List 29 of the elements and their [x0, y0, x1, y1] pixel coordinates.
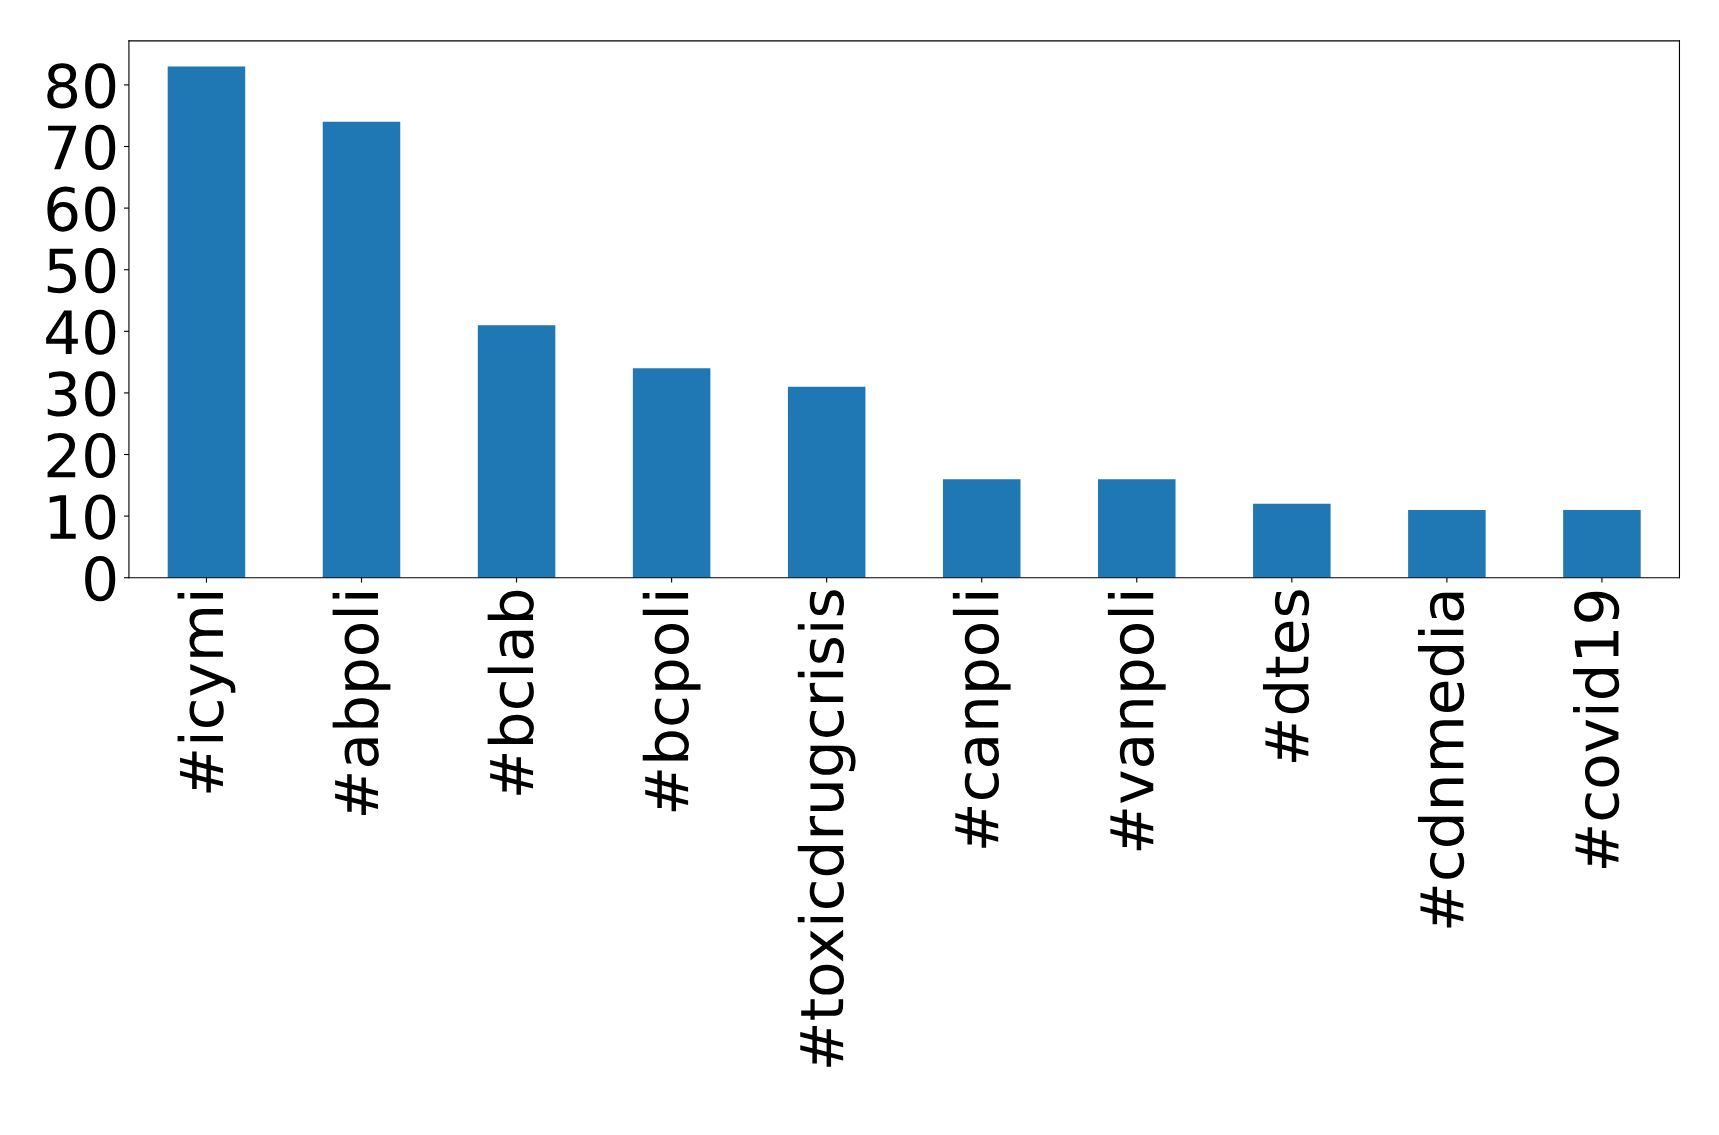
x-tick-label: #covid19: [1573, 591, 1620, 869]
y-tick-label: 70: [48, 124, 116, 171]
bar: [1408, 509, 1486, 578]
bar: [1253, 503, 1331, 578]
y-tick-label: 80: [47, 63, 116, 109]
y-tick-label: 40: [46, 309, 116, 355]
x-tick-label: #vanpoli: [1107, 593, 1166, 851]
bar: [942, 479, 1021, 578]
x-tick-label: #bcpoli: [642, 593, 701, 812]
x-tick-label: #abpoli: [332, 593, 391, 816]
y-tick-label: 50: [47, 248, 116, 294]
x-tick-label: #cdnmedia: [1417, 592, 1465, 928]
bar: [787, 386, 866, 578]
y-tick-label: 60: [47, 186, 116, 232]
bar: [167, 66, 246, 578]
y-tick-label: 20: [47, 432, 116, 479]
x-tick-label: #dtes: [1262, 590, 1310, 763]
x-tick-label: #toxicdrugcrisis: [797, 590, 856, 1067]
x-tick-label: #icymi: [177, 593, 236, 793]
y-tick-label: 30: [47, 371, 116, 417]
x-tick-label: #bclab: [487, 590, 534, 795]
bar: [1563, 509, 1641, 578]
y-tick-label: 0: [85, 556, 116, 602]
x-tick-label: #canpoli: [952, 593, 1011, 848]
bar: [632, 368, 711, 578]
bar: [1098, 479, 1176, 578]
bar: [322, 121, 401, 578]
bar: [477, 325, 556, 578]
y-tick-label: 10: [49, 494, 116, 540]
